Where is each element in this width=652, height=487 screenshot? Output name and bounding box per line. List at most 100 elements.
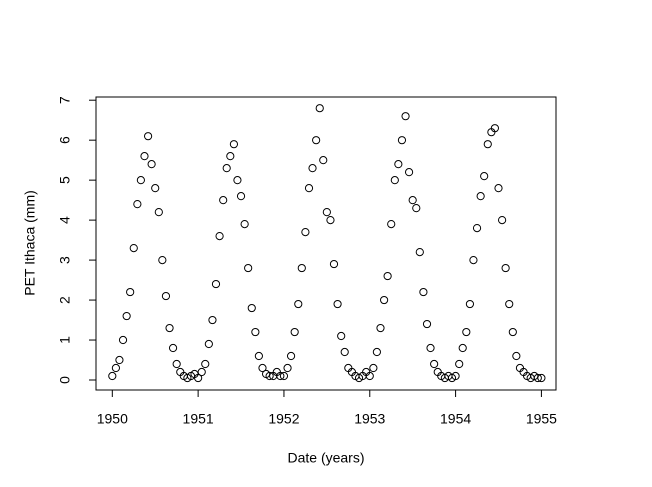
point: [233, 176, 242, 185]
point: [201, 359, 210, 369]
point: [254, 351, 263, 361]
point: [143, 132, 153, 141]
point: [294, 299, 303, 309]
point: [158, 255, 167, 265]
point: [219, 196, 228, 205]
point: [404, 168, 414, 177]
point: [286, 351, 296, 361]
y-axis-label: PET Ithaca (mm): [22, 190, 38, 296]
point: [512, 351, 521, 361]
x-tick-label: 1955: [526, 411, 557, 427]
point: [208, 315, 217, 325]
point: [472, 224, 482, 233]
point: [126, 287, 135, 297]
point: [455, 359, 464, 369]
x-tick-label: 1954: [440, 411, 471, 427]
point: [462, 327, 471, 337]
point: [390, 176, 399, 185]
point: [430, 359, 439, 369]
x-tick-label: 1951: [183, 411, 214, 427]
point: [165, 323, 174, 333]
point: [197, 367, 206, 377]
point: [498, 216, 507, 225]
point: [108, 371, 117, 381]
point: [115, 355, 124, 365]
y-tick-label: 5: [57, 176, 73, 184]
point: [415, 247, 424, 257]
point: [533, 373, 542, 383]
point: [301, 228, 310, 237]
point: [465, 299, 475, 309]
point: [304, 184, 314, 193]
point: [451, 371, 460, 381]
x-axis-label: Date (years): [287, 450, 364, 466]
point: [337, 331, 346, 341]
point: [154, 208, 163, 217]
point: [118, 335, 128, 345]
point: [490, 124, 499, 133]
point: [265, 371, 274, 381]
y-tick-label: 7: [57, 96, 73, 104]
point: [508, 327, 517, 337]
point: [151, 184, 160, 193]
point: [240, 220, 249, 229]
y-tick-label: 2: [57, 296, 73, 304]
point: [226, 152, 235, 161]
point: [476, 192, 485, 201]
point: [312, 136, 321, 145]
point: [408, 196, 417, 205]
point: [194, 373, 203, 383]
point: [412, 204, 421, 213]
y-tick-label: 0: [57, 376, 73, 384]
point: [387, 220, 396, 229]
point: [422, 319, 432, 329]
point: [537, 373, 546, 383]
point: [204, 339, 213, 349]
y-tick-label: 1: [57, 336, 73, 344]
point: [244, 263, 253, 273]
point: [397, 136, 407, 145]
point: [279, 371, 289, 381]
point: [326, 216, 335, 225]
point: [236, 192, 246, 201]
point: [333, 299, 342, 309]
point: [419, 287, 428, 297]
point: [483, 140, 492, 149]
point: [136, 176, 145, 185]
x-tick-label: 1952: [268, 411, 299, 427]
point: [340, 347, 349, 357]
point: [505, 299, 514, 309]
y-tick-label: 4: [57, 216, 73, 224]
point: [494, 184, 503, 193]
point: [229, 140, 239, 149]
x-tick-label: 1950: [97, 411, 128, 427]
point: [147, 160, 156, 169]
point: [383, 271, 392, 281]
point: [276, 371, 285, 381]
point: [122, 311, 131, 321]
point: [458, 343, 467, 353]
point: [161, 291, 171, 301]
point: [480, 172, 489, 181]
point: [322, 208, 331, 217]
point: [140, 152, 149, 161]
point: [211, 279, 221, 289]
point: [315, 104, 324, 113]
point: [372, 347, 381, 357]
point: [297, 263, 306, 273]
point: [251, 327, 260, 337]
point: [215, 232, 224, 241]
y-tick-label: 3: [57, 256, 73, 264]
point: [247, 303, 256, 313]
point: [376, 323, 385, 333]
point: [308, 164, 317, 173]
point: [111, 363, 121, 373]
point: [222, 164, 231, 173]
point: [426, 343, 435, 353]
point: [369, 363, 378, 373]
point: [258, 363, 267, 373]
point: [133, 200, 142, 209]
point: [329, 259, 339, 269]
point: [290, 327, 299, 337]
